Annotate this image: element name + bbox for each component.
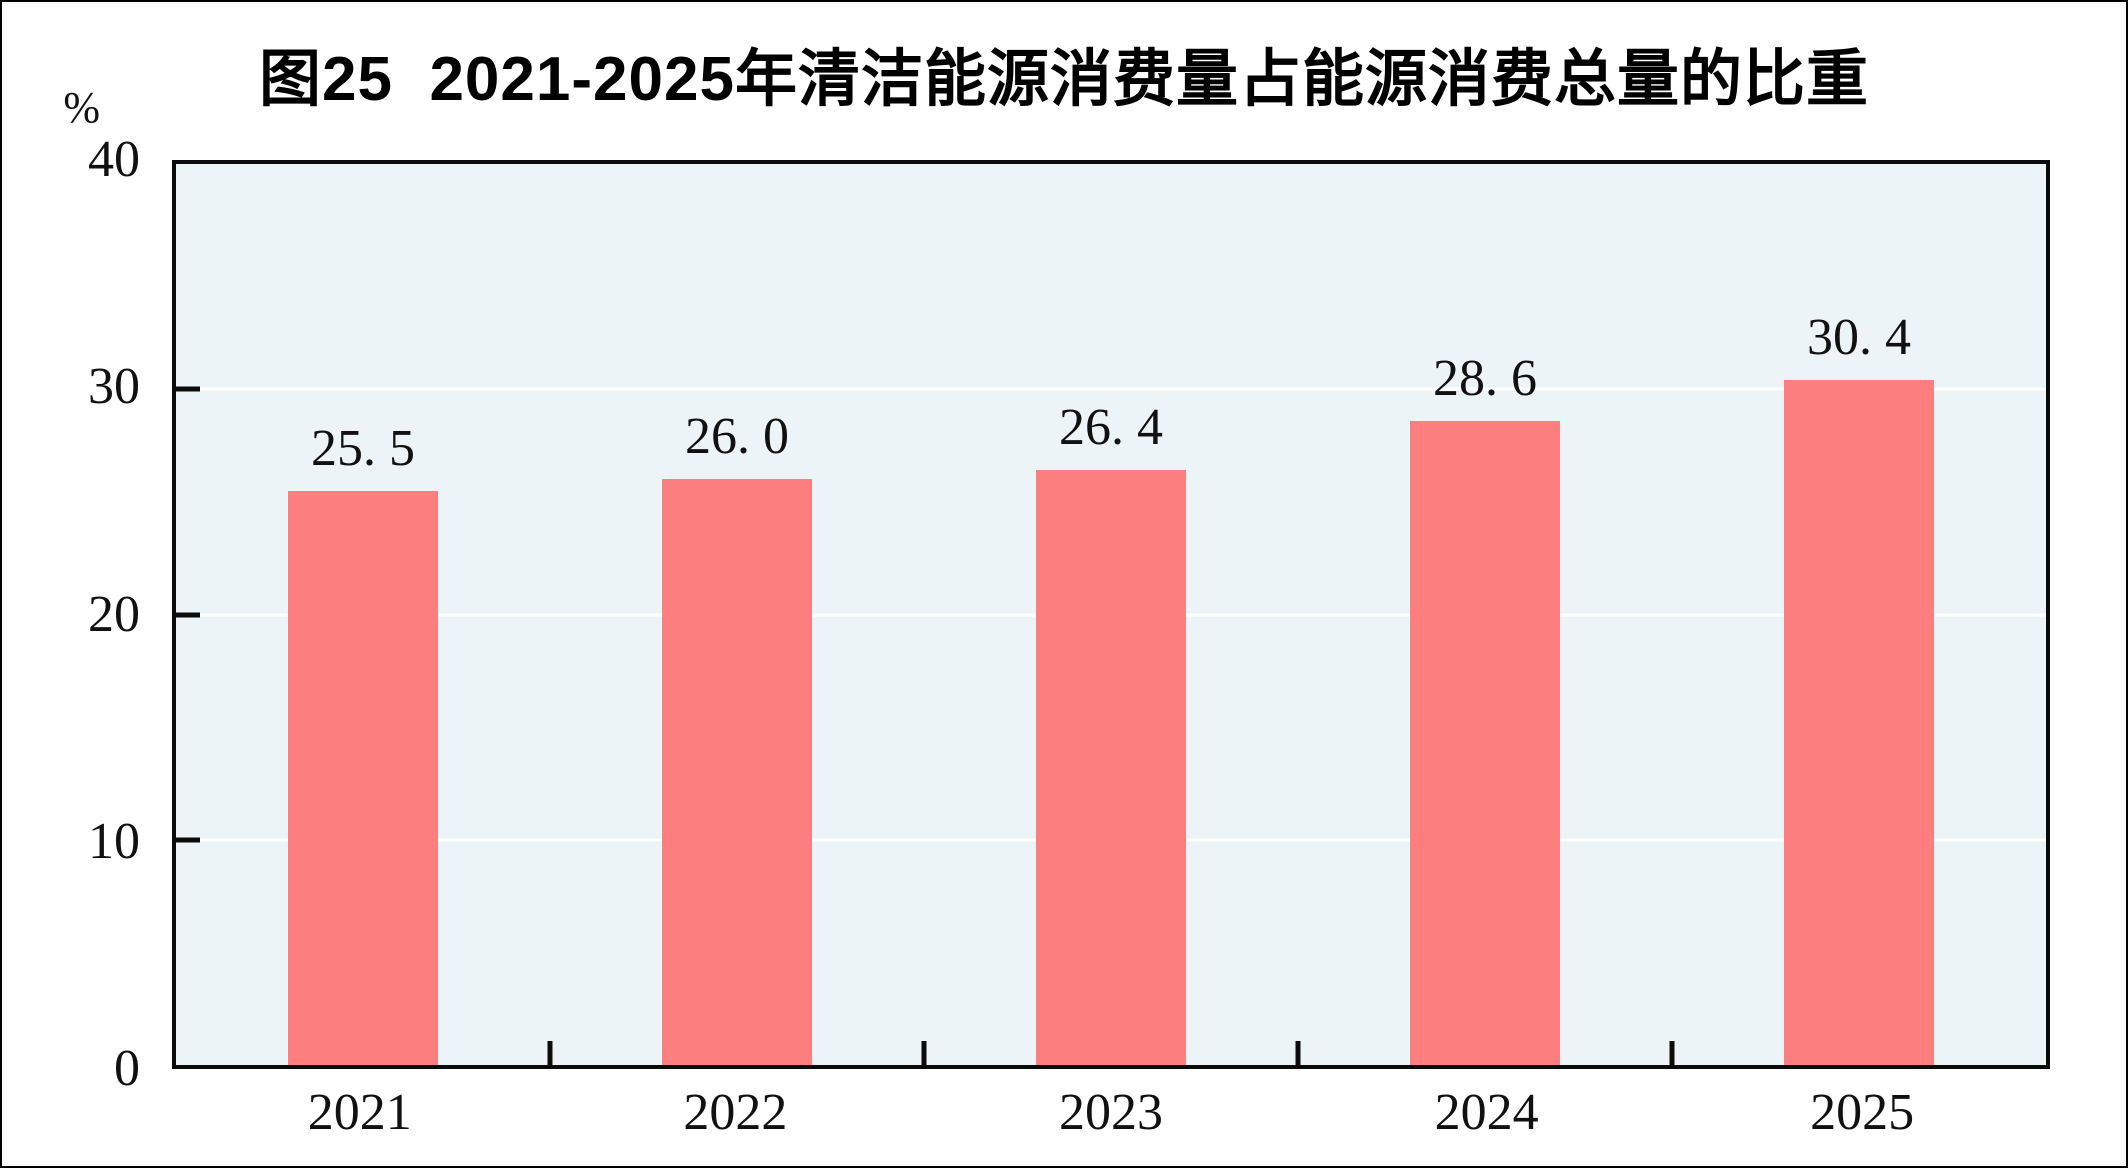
x-category-label: 2022 [683,1084,788,1141]
bar-2023 [1036,470,1186,1065]
x-category-label: 2024 [1434,1084,1539,1141]
bar-value-label: 28. 6 [1433,349,1537,407]
y-tick-mark [176,386,200,392]
x-category-label: 2021 [307,1084,412,1141]
x-category-label: 2023 [1058,1084,1163,1141]
y-tick-label: 20 [88,585,140,643]
bar-2022 [662,479,812,1065]
y-tick-label: 10 [88,812,140,870]
bar-value-label: 25. 5 [311,419,415,477]
y-axis: % 0 10 20 30 40 [2,83,176,1095]
bar-value-label: 30. 4 [1807,309,1911,367]
bar-columns: 25. 5 26. 0 26. 4 28. 6 30. 4 [176,164,2046,1065]
bar-group: 28. 6 [1298,164,1672,1065]
y-tick-label: 0 [114,1040,140,1097]
bar-group: 30. 4 [1672,164,2046,1065]
bar-2025 [1784,380,1934,1065]
x-tick-mark [547,1041,553,1065]
y-axis-unit-label: % [63,83,100,132]
x-tick-mark [1295,1041,1301,1065]
x-tick-mark [921,1041,927,1065]
x-tick-mark [1669,1041,1675,1065]
chart-title: 图25 2021-2025年清洁能源消费量占能源消费总量的比重 [259,45,1869,114]
x-category-label: 2025 [1810,1084,1915,1141]
bar-group: 26. 4 [924,164,1298,1065]
bar-value-label: 26. 0 [685,408,789,466]
bar-2024 [1410,420,1560,1065]
y-tick-label: 40 [88,131,140,188]
y-tick-mark [176,837,200,843]
y-tick-label: 30 [88,358,140,416]
bar-value-label: 26. 4 [1059,399,1163,457]
plot-area: 25. 5 26. 0 26. 4 28. 6 30. 4 [172,160,2050,1069]
bar-group: 25. 5 [176,164,550,1065]
bar-group: 26. 0 [550,164,924,1065]
bar-2021 [288,490,438,1065]
x-axis: 2021 2022 2023 2024 2025 [172,1084,2050,1148]
gridline [176,387,2046,391]
y-tick-mark [176,612,200,617]
